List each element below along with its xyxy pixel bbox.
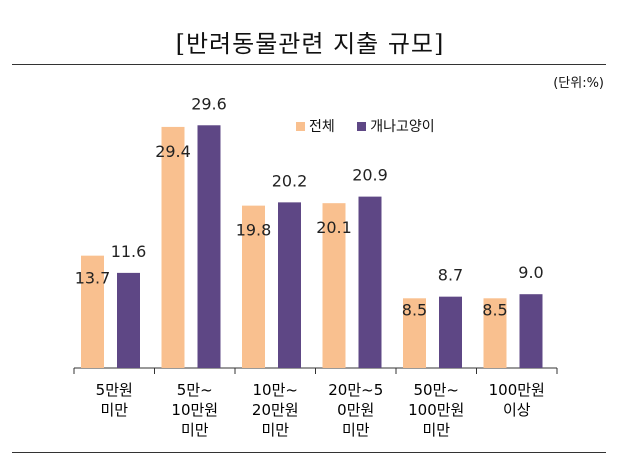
data-label-series-0-category-5: 8.5: [482, 301, 507, 320]
data-label-series-0-category-4: 8.5: [402, 301, 427, 320]
bar-series-1-category-5: [520, 294, 543, 368]
bar-series-1-category-2: [278, 202, 301, 368]
category-label-1: 5만~ 10만원 미만: [153, 380, 237, 440]
bar-series-1-category-1: [198, 125, 221, 368]
data-label-series-1-category-1: 29.6: [191, 94, 227, 113]
category-label-3: 20만~5 0만원 미만: [314, 380, 398, 440]
data-label-series-1-category-0: 11.6: [111, 242, 147, 261]
category-label-5: 100만원 이상: [475, 380, 559, 420]
bar-series-0-category-1: [162, 127, 185, 368]
category-label-0: 5만원 미만: [72, 380, 156, 420]
data-label-series-0-category-3: 20.1: [316, 218, 352, 237]
chart-figure: [반려동물관련 지출 규모] (단위:%) 전체 개나고양이 13.7 29.4 1…: [0, 0, 620, 467]
data-label-series-1-category-5: 9.0: [518, 263, 543, 282]
data-label-series-0-category-1: 29.4: [155, 142, 191, 161]
bar-series-1-category-3: [359, 197, 382, 368]
bottom-rule: [12, 452, 606, 453]
bar-series-1-category-0: [117, 273, 140, 368]
category-label-2: 10만~ 20만원 미만: [233, 380, 317, 440]
data-label-series-1-category-2: 20.2: [272, 171, 308, 190]
category-label-4: 50만~ 100만원 미만: [394, 380, 478, 440]
data-label-series-0-category-2: 19.8: [236, 221, 272, 240]
data-label-series-1-category-4: 8.7: [438, 266, 463, 285]
data-label-series-1-category-3: 20.9: [352, 166, 388, 185]
data-label-series-0-category-0: 13.7: [75, 269, 111, 288]
bar-series-1-category-4: [439, 297, 462, 368]
